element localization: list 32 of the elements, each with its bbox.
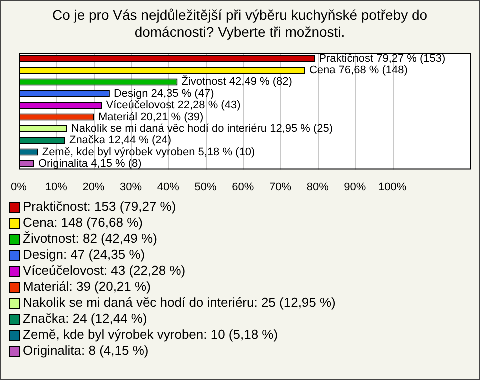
text: Značka: 24 (12,44 %) [23, 311, 148, 327]
text: Materiál: 39 (20,21 %) [23, 279, 151, 295]
x-tick-label: 70% [269, 181, 292, 194]
x-tick-label: 30% [120, 181, 142, 194]
category-label: Životnost 42,49 % (82) [182, 76, 292, 88]
text: Cena: 148 (76,68 %) [23, 215, 143, 231]
x-tick-label: 90% [344, 181, 366, 194]
category-label: Země, kde byl výrobek vyroben 5,18 % (10) [42, 146, 256, 158]
chart-title: Co je pro Vás nejdůležitější při výběru kuchyňské potřeby do domácnosti? Vyberte tři možnosti. [51, 7, 429, 41]
category-label: Značka 12,44 % (24) [69, 134, 172, 147]
x-tick-label: 0% [11, 181, 28, 194]
x-tick-label: 50% [194, 181, 217, 194]
category-label: Nakolik se mi daná věc hodí do interiéru 12,95 % (25) [71, 122, 334, 135]
text: Design: 47 (24,35 %) [23, 247, 146, 263]
category-label: Praktičnost 79,27 % (153) [319, 52, 446, 65]
text: Životnost: 82 (42,49 %) [23, 231, 158, 247]
category-label: Cena 76,68 % (148) [309, 64, 408, 77]
x-tick-label: 60% [232, 181, 254, 194]
x-tick-label: 10% [45, 181, 68, 194]
text: Praktičnost: 153 (79,27 %) [23, 199, 176, 215]
category-label: Design 24,35 % (47) [114, 88, 214, 100]
text: Víceúčelovost: 43 (22,28 %) [23, 263, 186, 279]
text: Originalita: 8 (4,15 %) [23, 343, 149, 359]
x-tick-label: 40% [157, 181, 180, 194]
category-label: Víceúčelovost 22,28 % (43) [106, 100, 241, 112]
text: Nakolik se mi daná věc hodí do interiéru: 25 (12,95 %) [23, 295, 336, 311]
x-tick-label: 80% [306, 181, 330, 194]
category-label: Materiál 20,21 % (39) [98, 111, 204, 124]
x-tick-label: 20% [82, 181, 105, 194]
text: Země, kde byl výrobek vyroben: 10 (5,18 %) [23, 327, 278, 343]
category-label: Originalita 4,15 % (8) [38, 158, 142, 170]
x-tick-label: 100% [378, 181, 407, 194]
